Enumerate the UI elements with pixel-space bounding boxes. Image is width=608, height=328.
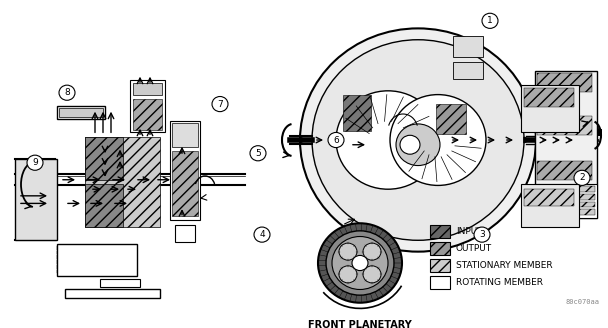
Text: FRONT PLANETARY: FRONT PLANETARY	[308, 320, 412, 328]
Circle shape	[396, 124, 440, 166]
Text: 6: 6	[333, 135, 339, 145]
Text: STATIONARY MEMBER: STATIONARY MEMBER	[456, 261, 553, 270]
Circle shape	[27, 155, 43, 170]
Bar	[59, 108, 103, 117]
Bar	[85, 137, 123, 180]
Circle shape	[352, 256, 368, 271]
Circle shape	[328, 133, 344, 148]
Text: OUTPUT: OUTPUT	[456, 244, 492, 253]
Bar	[343, 94, 371, 131]
Bar	[172, 151, 198, 216]
Bar	[85, 137, 160, 227]
Bar	[535, 71, 597, 217]
Bar	[57, 260, 137, 264]
Bar	[57, 265, 137, 269]
Bar	[175, 225, 195, 242]
Bar	[65, 289, 160, 298]
Bar	[172, 123, 198, 147]
Bar	[130, 80, 165, 133]
Circle shape	[212, 96, 228, 112]
Circle shape	[482, 13, 498, 29]
Bar	[57, 256, 137, 259]
Bar	[100, 279, 140, 287]
Bar	[15, 159, 57, 240]
Text: 9: 9	[32, 158, 38, 167]
Circle shape	[59, 85, 75, 100]
Bar	[524, 189, 574, 206]
Bar	[537, 194, 595, 200]
Bar	[133, 99, 162, 130]
Circle shape	[250, 146, 266, 161]
Bar	[453, 62, 483, 79]
Circle shape	[390, 94, 486, 185]
Circle shape	[339, 266, 357, 283]
Circle shape	[400, 135, 420, 154]
Text: 7: 7	[217, 100, 223, 109]
Circle shape	[300, 29, 536, 252]
Circle shape	[318, 223, 402, 303]
Bar	[430, 242, 450, 256]
Circle shape	[312, 40, 524, 240]
Bar	[537, 73, 592, 92]
Circle shape	[326, 231, 394, 295]
Bar	[57, 106, 105, 119]
Bar	[57, 270, 137, 274]
Bar	[57, 244, 137, 276]
Bar	[133, 83, 162, 94]
Circle shape	[474, 227, 490, 242]
Circle shape	[574, 170, 590, 185]
Text: 80c070aa: 80c070aa	[566, 298, 600, 305]
Bar	[85, 184, 123, 227]
Bar	[436, 104, 466, 134]
Text: 2: 2	[579, 174, 585, 182]
Bar	[521, 184, 579, 227]
Bar	[535, 184, 597, 217]
Bar	[430, 276, 450, 290]
Bar	[430, 259, 450, 273]
Bar	[521, 85, 579, 133]
Text: 4: 4	[259, 230, 265, 239]
Text: INPUT: INPUT	[456, 227, 483, 236]
Bar	[537, 116, 592, 135]
Text: ROTATING MEMBER: ROTATING MEMBER	[456, 278, 543, 287]
Bar	[57, 251, 137, 255]
Text: 5: 5	[255, 149, 261, 158]
Text: 3: 3	[479, 230, 485, 239]
Circle shape	[363, 243, 381, 260]
Bar	[537, 209, 595, 215]
Circle shape	[332, 236, 388, 290]
Bar	[453, 36, 483, 57]
Text: 1: 1	[487, 16, 493, 25]
Bar	[524, 88, 574, 107]
Circle shape	[363, 266, 381, 283]
Bar	[537, 161, 592, 180]
Bar	[537, 186, 595, 192]
Bar	[537, 201, 595, 207]
Text: 8: 8	[64, 88, 70, 97]
Circle shape	[339, 243, 357, 260]
Bar	[57, 246, 137, 250]
Bar	[170, 121, 200, 220]
Bar	[430, 225, 450, 238]
Circle shape	[336, 91, 440, 189]
Circle shape	[254, 227, 270, 242]
